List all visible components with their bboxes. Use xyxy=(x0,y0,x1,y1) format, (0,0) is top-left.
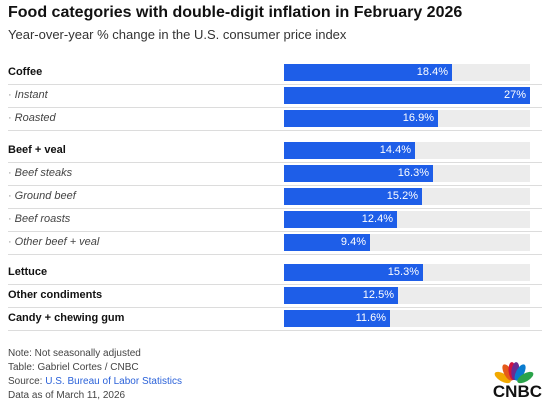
data-label: 12.4% xyxy=(361,213,393,225)
category-label: · Ground beef xyxy=(8,190,76,202)
bar xyxy=(284,287,398,304)
bullet-icon: · xyxy=(8,190,12,202)
data-label: 15.2% xyxy=(386,190,418,202)
category-label: · Roasted xyxy=(8,112,56,124)
bar-row: · Beef roasts 12.4% xyxy=(0,209,550,232)
category-label: Other condiments xyxy=(8,289,102,301)
data-label: 12.5% xyxy=(362,289,394,301)
category-label: · Beef steaks xyxy=(8,167,72,179)
category-label: Candy + chewing gum xyxy=(8,312,124,324)
bar-row: · Instant 27% xyxy=(0,85,550,108)
data-label: 15.3% xyxy=(387,266,419,278)
row-divider xyxy=(8,208,542,209)
bar-row: Other condiments 12.5% xyxy=(0,285,550,308)
bar-row: Beef + veal 14.4% xyxy=(0,140,550,163)
category-label: Beef + veal xyxy=(8,144,66,156)
peacock-icon xyxy=(494,362,534,384)
bar-row: · Roasted 16.9% xyxy=(0,108,550,131)
category-text: Candy + chewing gum xyxy=(8,312,125,324)
bar-row: Lettuce 15.3% xyxy=(0,262,550,285)
data-label: 18.4% xyxy=(416,66,448,78)
category-label: · Other beef + veal xyxy=(8,236,99,248)
bar xyxy=(284,87,530,104)
bar-row: · Beef steaks 16.3% xyxy=(0,163,550,186)
note-text: Note: Not seasonally adjusted xyxy=(8,348,141,359)
bar xyxy=(284,142,415,159)
bar xyxy=(284,165,433,182)
row-divider xyxy=(8,130,542,131)
row-divider xyxy=(8,84,542,85)
data-label: 16.9% xyxy=(402,112,434,124)
category-text: Beef roasts xyxy=(14,213,71,225)
row-divider xyxy=(8,254,542,255)
data-label: 14.4% xyxy=(379,144,411,156)
bar xyxy=(284,211,397,228)
category-label: · Beef roasts xyxy=(8,213,70,225)
bar xyxy=(284,188,422,205)
bar xyxy=(284,234,370,251)
peacock-feather xyxy=(514,364,526,381)
row-divider xyxy=(8,185,542,186)
category-text: Ground beef xyxy=(14,190,76,202)
bar xyxy=(284,110,438,127)
bar-row: Candy + chewing gum 11.6% xyxy=(0,308,550,331)
row-divider xyxy=(8,307,542,308)
bullet-icon: · xyxy=(8,89,12,101)
row-divider xyxy=(8,231,542,232)
chart-title: Food categories with double-digit inflat… xyxy=(8,4,463,21)
category-text: Lettuce xyxy=(8,266,48,278)
bullet-icon: · xyxy=(8,236,12,248)
bar-row: Coffee 18.4% xyxy=(0,62,550,85)
data-label: 11.6% xyxy=(355,312,386,324)
source-line: Source: U.S. Bureau of Labor Statistics xyxy=(8,376,182,387)
data-date: Data as of March 11, 2026 xyxy=(8,390,126,401)
data-label: 27% xyxy=(503,89,526,101)
bar xyxy=(284,264,423,281)
bullet-icon: · xyxy=(8,213,12,225)
chart-subtitle: Year-over-year % change in the U.S. cons… xyxy=(8,27,347,42)
cnbc-logo-text: CNBC xyxy=(492,382,542,401)
row-divider xyxy=(8,107,542,108)
bar-row: · Ground beef 15.2% xyxy=(0,186,550,209)
category-text: Instant xyxy=(14,89,48,101)
row-divider xyxy=(8,284,542,285)
bar xyxy=(284,64,452,81)
category-text: Beef steaks xyxy=(14,167,73,179)
source-prefix: Source: xyxy=(8,376,46,387)
bullet-icon: · xyxy=(8,112,12,124)
bullet-icon: · xyxy=(8,167,12,179)
bar-row: · Other beef + veal 9.4% xyxy=(0,232,550,255)
table-credit: Table: Gabriel Cortes / CNBC xyxy=(8,362,139,373)
row-divider xyxy=(8,330,542,331)
row-divider xyxy=(8,162,542,163)
peacock-feather xyxy=(517,371,534,384)
category-text: Beef + veal xyxy=(8,144,66,156)
source-link[interactable]: U.S. Bureau of Labor Statistics xyxy=(45,376,182,387)
category-text: Other beef + veal xyxy=(14,236,100,248)
category-text: Other condiments xyxy=(8,289,103,301)
cnbc-logo xyxy=(486,358,542,396)
bar xyxy=(284,310,390,327)
peacock-feather xyxy=(494,371,511,384)
category-text: Roasted xyxy=(14,112,56,124)
category-label: Lettuce xyxy=(8,266,47,278)
data-label: 16.3% xyxy=(397,167,429,179)
category-text: Coffee xyxy=(8,66,43,78)
category-label: · Instant xyxy=(8,89,48,101)
data-label: 9.4% xyxy=(340,236,366,248)
category-label: Coffee xyxy=(8,66,42,78)
